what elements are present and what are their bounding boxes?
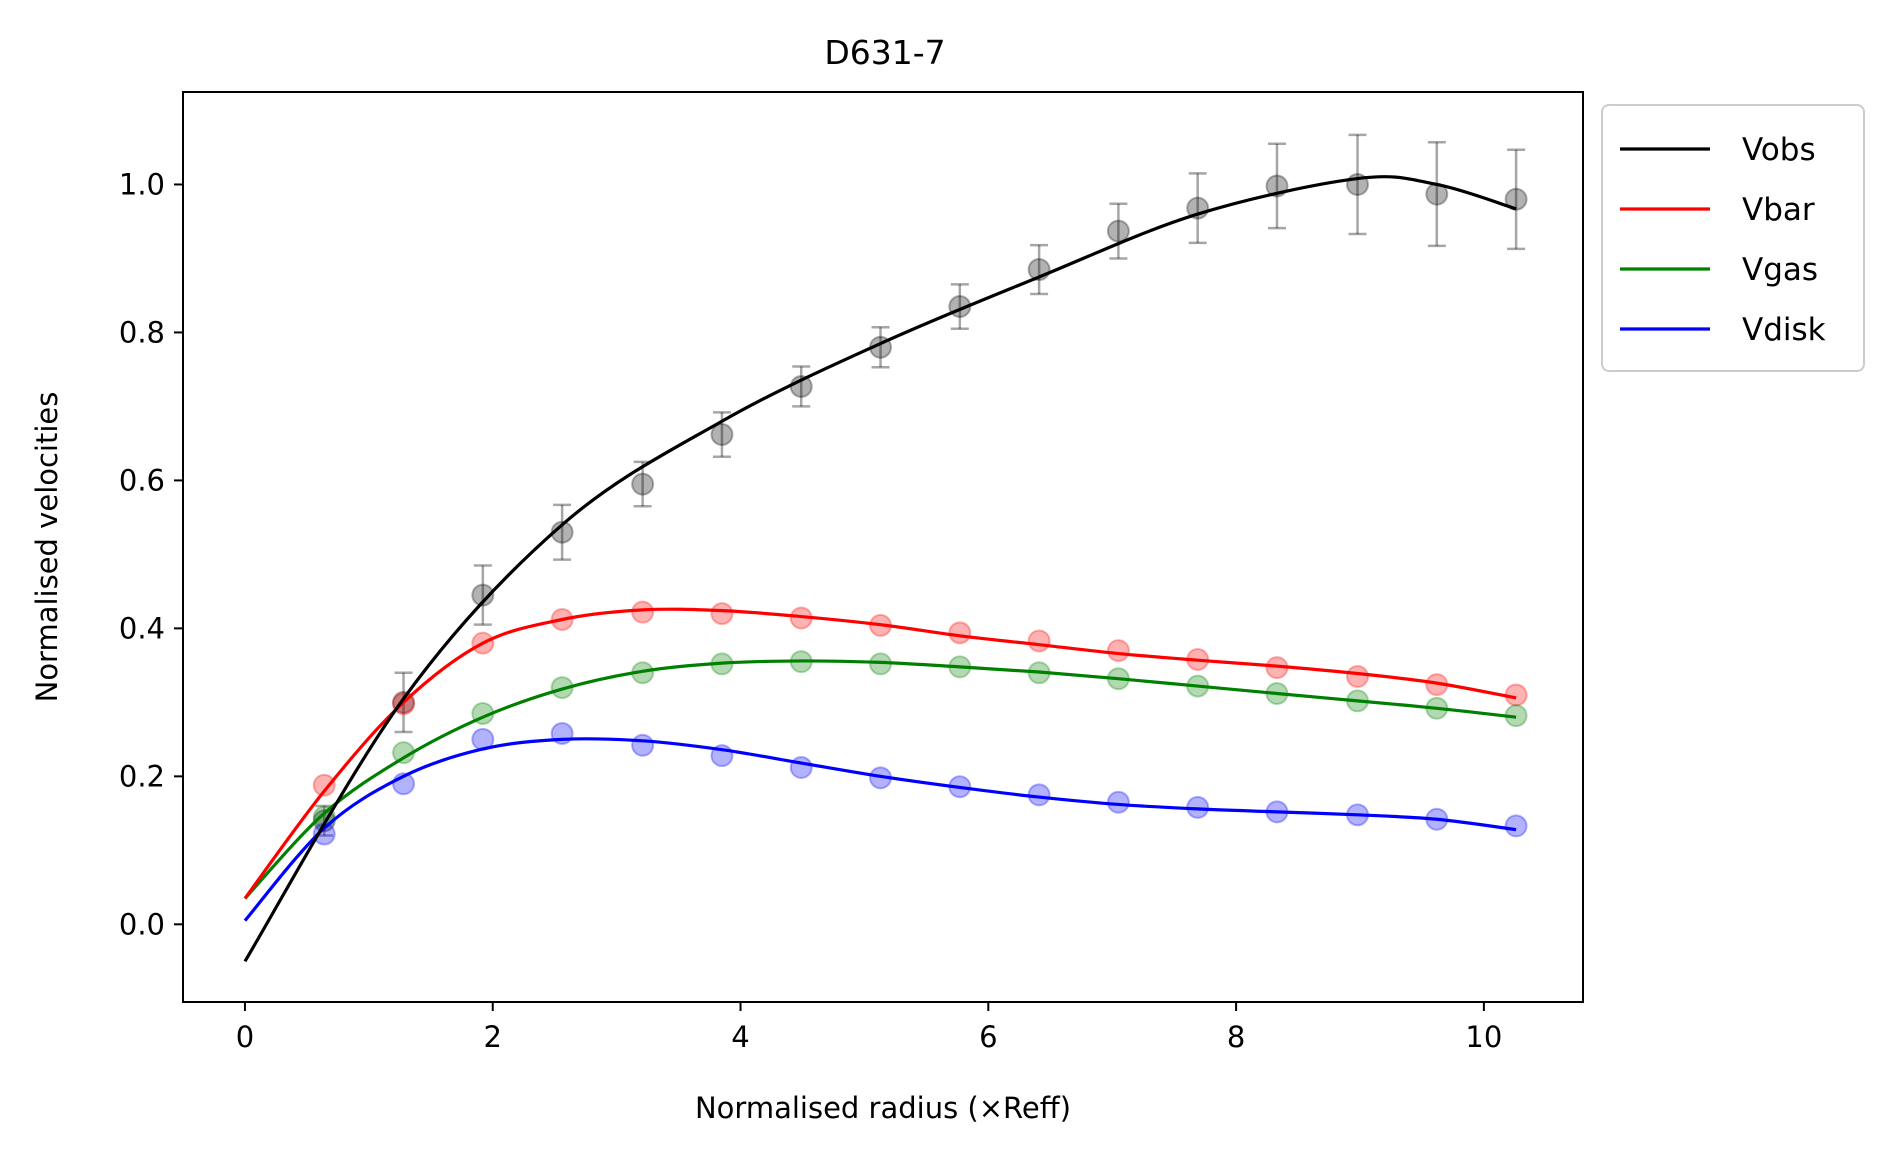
vdisk-point	[1106, 790, 1130, 814]
vobs-error-bar	[1188, 172, 1207, 245]
vbar-point	[1106, 639, 1130, 663]
vbar-point	[1027, 629, 1051, 653]
y-tick-label: 1.0	[119, 167, 165, 201]
y-tick-label: 0.4	[119, 611, 165, 645]
vobs-point	[471, 583, 495, 607]
vbar-point	[948, 621, 972, 645]
y-tick-label: 0.2	[119, 759, 165, 793]
vbar-point	[312, 773, 336, 797]
vobs-error-bar	[792, 365, 811, 408]
vbar-point	[1346, 664, 1370, 688]
vbar-point	[631, 600, 655, 624]
y-axis: 0.0 0.2 0.4 0.6 0.8 1.0	[119, 167, 183, 941]
vobs-error-bar	[473, 564, 492, 626]
x-tick-label: 0	[236, 1020, 254, 1054]
y-axis-label: Normalised velocities	[30, 392, 64, 703]
plot-frame	[182, 91, 1584, 1003]
vgas-legend-label: Vgas	[1742, 252, 1818, 288]
vobs-error-bar	[1030, 243, 1049, 296]
x-tick-label: 6	[979, 1020, 997, 1054]
x-axis-label: Normalised radius (×Reff)	[695, 1091, 1071, 1125]
x-tick-label: 8	[1227, 1020, 1245, 1054]
vobs-point	[1504, 187, 1528, 211]
vdisk-line	[243, 737, 1517, 922]
vobs-point	[710, 423, 734, 447]
vobs-error-bar	[1348, 133, 1367, 236]
vobs-error-bar	[1427, 141, 1446, 248]
legend: Vobs Vbar Vgas Vdisk	[1601, 104, 1865, 372]
legend-box	[1601, 104, 1865, 372]
vobs-error-bar	[1507, 148, 1526, 251]
vobs-point	[631, 472, 655, 496]
vobs-error-bar	[553, 503, 572, 561]
vobs-line	[243, 175, 1517, 963]
x-tick-label: 4	[731, 1020, 749, 1054]
vdisk-point	[631, 733, 655, 757]
y-tick-label: 0.8	[119, 315, 165, 349]
y-tick-label: 0.0	[119, 907, 165, 941]
plot-marks	[243, 133, 1528, 963]
vbar-point	[710, 602, 734, 626]
vobs-error-bar	[871, 326, 890, 369]
vobs-legend-label: Vobs	[1742, 132, 1816, 168]
vbar-legend-label: Vbar	[1742, 192, 1815, 228]
vdisk-point	[1504, 814, 1528, 838]
chart-title: D631-7	[824, 33, 945, 72]
vobs-error-bar	[1109, 202, 1128, 260]
y-tick-label: 0.6	[119, 463, 165, 497]
vobs-point	[1106, 219, 1130, 243]
vbar-line	[243, 607, 1517, 900]
vgas-line	[243, 659, 1517, 900]
vdisk-point	[789, 755, 813, 779]
vobs-error-bar	[1267, 142, 1286, 230]
x-tick-label: 10	[1465, 1020, 1502, 1054]
vdisk-legend-label: Vdisk	[1742, 312, 1826, 348]
x-tick-label: 2	[484, 1020, 502, 1054]
x-axis: 0 2 4 6 8 10	[236, 1002, 1502, 1054]
vobs-error-bar	[950, 283, 969, 330]
